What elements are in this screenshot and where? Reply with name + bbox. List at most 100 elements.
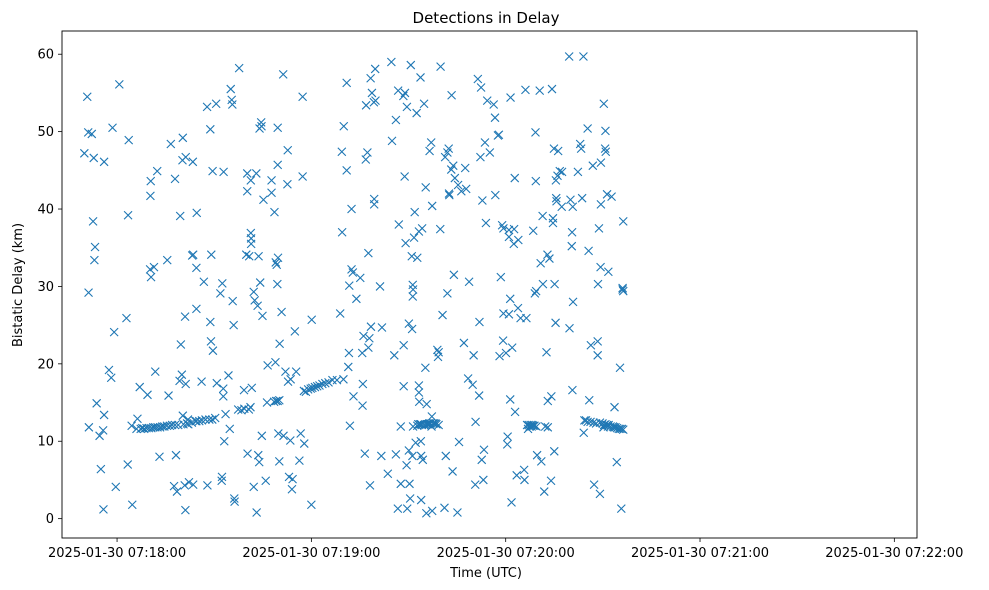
data-point: [92, 398, 102, 408]
data-point: [270, 207, 279, 217]
data-point: [550, 279, 559, 289]
data-point: [490, 190, 500, 200]
data-point: [192, 263, 201, 273]
data-point: [568, 202, 578, 212]
data-point: [278, 69, 288, 79]
data-point: [82, 92, 92, 102]
data-point: [170, 174, 180, 184]
data-point: [254, 251, 263, 261]
data-point: [509, 224, 519, 234]
data-point: [402, 460, 411, 470]
data-point: [344, 281, 354, 291]
data-point: [460, 163, 470, 173]
data-point: [459, 338, 469, 348]
data-point: [531, 176, 541, 186]
data-point: [618, 285, 627, 294]
data-point: [393, 504, 403, 513]
data-point: [567, 227, 577, 237]
data-point: [448, 467, 457, 476]
data-point: [429, 419, 439, 428]
data-point: [422, 399, 432, 409]
data-point: [277, 307, 286, 317]
data-point: [377, 323, 387, 332]
data-point: [416, 73, 425, 82]
data-point: [205, 317, 215, 327]
data-point: [188, 250, 198, 260]
data-point: [579, 52, 588, 61]
data-point: [281, 367, 290, 376]
data-point: [342, 78, 352, 88]
data-point: [593, 337, 603, 346]
data-point: [286, 374, 296, 384]
data-point: [88, 217, 98, 226]
data-point: [389, 350, 399, 360]
data-point: [438, 310, 447, 320]
data-point: [124, 135, 134, 145]
data-point: [298, 92, 308, 102]
data-point: [262, 398, 272, 407]
data-point: [271, 357, 280, 367]
data-point: [505, 294, 515, 304]
data-point: [283, 145, 293, 155]
data-point: [188, 157, 198, 167]
data-point: [104, 365, 114, 375]
data-point: [145, 265, 155, 274]
data-point: [243, 449, 252, 459]
data-point: [475, 317, 484, 327]
data-point: [363, 148, 372, 157]
data-point: [447, 90, 456, 100]
data-point: [229, 320, 239, 330]
data-point: [285, 436, 295, 445]
data-point: [479, 445, 489, 455]
data-point: [539, 487, 549, 496]
data-point: [211, 99, 221, 109]
data-point: [208, 166, 217, 176]
data-point: [143, 390, 152, 400]
data-point: [257, 121, 266, 131]
data-point: [175, 211, 185, 221]
data-point: [407, 251, 417, 261]
data-point: [435, 224, 445, 234]
data-point: [208, 346, 218, 356]
data-point: [542, 347, 551, 357]
data-point: [178, 133, 188, 143]
data-point: [610, 402, 619, 412]
data-point: [551, 318, 560, 328]
data-point: [287, 484, 297, 494]
data-point: [192, 304, 201, 314]
data-point: [146, 272, 156, 282]
data-point: [431, 419, 441, 429]
data-point: [426, 138, 436, 147]
data-point: [315, 381, 324, 390]
data-point: [532, 450, 542, 460]
data-point: [218, 391, 228, 401]
data-point: [476, 152, 485, 162]
data-point: [476, 83, 486, 92]
data-point: [152, 166, 162, 176]
data-point: [84, 422, 94, 432]
data-point: [531, 128, 540, 137]
data-point: [400, 88, 410, 98]
data-point: [256, 117, 266, 127]
data-point: [224, 371, 233, 380]
data-point: [506, 93, 515, 102]
data-point: [219, 436, 229, 446]
data-point: [122, 313, 131, 323]
data-point: [367, 88, 377, 98]
data-point: [495, 351, 504, 361]
data-point: [444, 144, 454, 154]
data-point: [227, 100, 237, 109]
data-point: [436, 62, 445, 71]
data-point: [616, 504, 626, 513]
data-point: [123, 460, 133, 469]
data-point: [99, 504, 108, 514]
data-point: [583, 124, 593, 133]
data-point: [471, 417, 480, 427]
data-point: [510, 407, 520, 417]
data-point: [482, 96, 492, 106]
data-point: [505, 395, 515, 404]
data-point: [261, 476, 271, 486]
data-point: [267, 188, 276, 198]
data-point: [133, 414, 142, 424]
data-point: [109, 327, 119, 337]
